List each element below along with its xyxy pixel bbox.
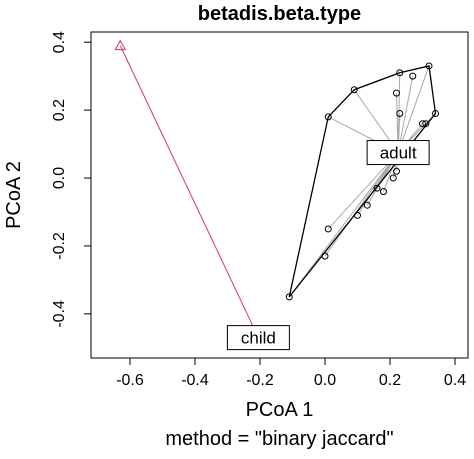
centroid-label-text: adult	[380, 144, 417, 163]
spider-segment-adult	[324, 152, 399, 257]
centroid-label-text: child	[241, 329, 276, 348]
y-tick-label: 0.4	[51, 31, 68, 53]
group-hulls	[288, 65, 437, 298]
spider-segment-adult	[397, 76, 414, 153]
point-adult	[432, 110, 439, 117]
x-tick-label: -0.4	[181, 372, 209, 389]
x-axis-label: PCoA 1	[246, 399, 314, 421]
y-tick-label: -0.4	[51, 300, 68, 328]
point-adult	[380, 188, 387, 196]
point-adult	[350, 86, 358, 94]
centroid-labels: adult child	[226, 140, 430, 351]
hull-adult	[288, 65, 437, 298]
point-adult	[389, 174, 397, 182]
spider-segment-adult	[397, 65, 430, 153]
centroid-label-box	[226, 325, 290, 351]
point-adult	[409, 72, 417, 80]
y-tick-label: 0.0	[51, 167, 68, 189]
x-tick-label: 0.0	[314, 372, 336, 389]
y-tick-label: 0.2	[51, 99, 68, 121]
point-adult	[285, 293, 293, 301]
x-tick-label: 0.2	[379, 372, 401, 389]
spider-segment-adult	[327, 152, 399, 230]
y-tick-label: -0.2	[51, 232, 68, 260]
point-adult	[321, 252, 329, 260]
centroid-label-box	[366, 140, 430, 166]
centroid-label-child: child	[226, 325, 290, 351]
chart-title: betadis.beta.type	[198, 3, 361, 25]
centroid-label-adult: adult	[366, 140, 430, 166]
point-adult	[324, 113, 332, 121]
point-adult	[396, 110, 404, 117]
point-adult	[393, 167, 400, 175]
x-axis: -0.6 -0.4 -0.2 0.0 0.2 0.4	[116, 357, 466, 389]
point-adult	[324, 225, 332, 233]
spider-segment-child	[119, 45, 259, 338]
x-tick-label: -0.2	[246, 372, 274, 389]
point-adult	[396, 69, 404, 77]
data-points	[114, 39, 439, 301]
method-subtitle: method = "binary jaccard"	[165, 428, 393, 450]
point-adult	[422, 120, 430, 128]
spider-segment-adult	[288, 152, 399, 298]
x-tick-label: 0.4	[444, 372, 466, 389]
point-adult	[419, 120, 426, 128]
point-adult	[393, 89, 400, 97]
point-adult	[425, 62, 433, 70]
spider-segments	[119, 45, 436, 338]
y-axis: -0.4 -0.2 0.0 0.2 0.4	[51, 31, 92, 328]
point-child	[114, 39, 127, 51]
point-adult	[363, 201, 371, 209]
y-axis-label: PCoA 2	[3, 161, 25, 229]
point-adult	[373, 184, 381, 192]
point-adult	[354, 211, 361, 219]
x-tick-label: -0.6	[116, 372, 144, 389]
